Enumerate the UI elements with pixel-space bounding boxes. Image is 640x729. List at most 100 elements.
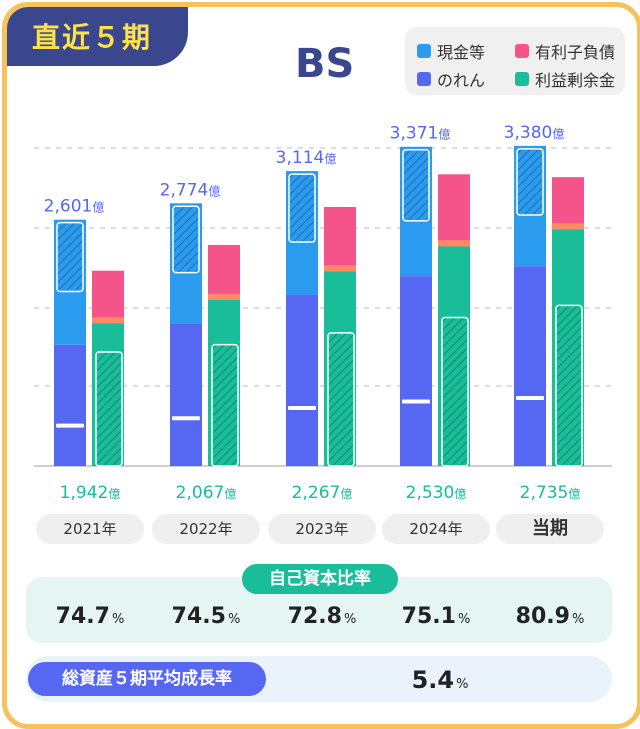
- year-label-2: 2023年: [268, 514, 376, 544]
- bar-goodwill-0: [54, 344, 86, 466]
- legend-item-debt: 有利子負債: [515, 39, 615, 63]
- bar-goodwill-marker-3: [402, 399, 430, 404]
- total-equity-value-2: 2,267: [292, 483, 341, 503]
- total-assets-unit-4: 億: [552, 127, 564, 141]
- total-assets-label-2: 3,114億: [276, 148, 337, 168]
- total-equity-value-0: 1,942: [60, 483, 109, 503]
- total-equity-label-1: 2,067億: [176, 483, 237, 503]
- total-equity-label-0: 1,942億: [60, 483, 121, 503]
- equity-ratio-unit-2: %: [343, 612, 357, 627]
- bar-cash-hatch-2: [288, 173, 316, 243]
- bar-debt-2: [324, 206, 356, 272]
- equity-ratio-value-3: 75.1%: [382, 604, 490, 629]
- bar-cash-hatch-3: [402, 148, 430, 222]
- total-equity-value-1: 2,067: [176, 483, 225, 503]
- equity-ratio-number-3: 75.1: [401, 604, 456, 629]
- equity-ratio-value-1: 74.5%: [152, 604, 260, 629]
- bar-debt-4: [552, 177, 584, 230]
- bar-goodwill-marker-2: [288, 406, 316, 411]
- total-assets-label-1: 2,774億: [160, 180, 221, 200]
- bar-goodwill-marker-1: [172, 416, 200, 421]
- bar-debt-3: [438, 174, 470, 247]
- legend-label-debt: 有利子負債: [535, 43, 616, 62]
- total-equity-unit-2: 億: [340, 487, 352, 501]
- total-equity-unit-1: 億: [224, 487, 236, 501]
- total-equity-unit-3: 億: [454, 487, 466, 501]
- growth-title: 総資産５期平均成長率: [28, 662, 266, 696]
- chart-legend: 現金等 有利子負債 のれん 利益剰余金: [405, 27, 625, 95]
- bar-debt-1: [208, 244, 240, 300]
- bar-cash-hatch-0: [56, 221, 84, 293]
- bar-other-liab-3: [438, 240, 470, 247]
- growth-value: 5.4%: [380, 666, 500, 694]
- equity-ratio-title: 自己資本比率: [242, 564, 398, 594]
- total-assets-value-1: 2,774: [160, 180, 209, 200]
- equity-ratio-value-2: 72.8%: [268, 604, 376, 629]
- bar-retained-hatch-4: [555, 304, 583, 467]
- legend-item-retained: 利益剰余金: [515, 67, 615, 91]
- equity-ratio-unit-1: %: [227, 612, 241, 627]
- legend-item-cash: 現金等: [417, 39, 485, 63]
- legend-swatch-retained: [515, 72, 529, 86]
- bar-goodwill-marker-4: [516, 396, 544, 401]
- bs-chart: 2,601億1,942億2,774億2,067億3,114億2,267億3,37…: [34, 123, 612, 503]
- legend-label-goodwill: のれん: [437, 71, 486, 90]
- equity-ratio-number-0: 74.7: [55, 604, 110, 629]
- bar-other-liab-1: [208, 293, 240, 300]
- legend-label-retained: 利益剰余金: [535, 71, 616, 90]
- bar-cash-hatch-4: [516, 148, 544, 216]
- legend-label-cash: 現金等: [437, 43, 486, 62]
- growth-value-number: 5.4: [411, 666, 455, 694]
- equity-ratio-value-4: 80.9%: [496, 604, 604, 629]
- bar-retained-hatch-0: [95, 351, 123, 467]
- period-badge-label: 直近５期: [32, 21, 153, 54]
- total-equity-unit-0: 億: [108, 487, 120, 501]
- bar-goodwill-3: [400, 276, 432, 466]
- equity-ratio-unit-0: %: [111, 612, 125, 627]
- year-label-3: 2024年: [382, 514, 490, 544]
- equity-ratio-number-1: 74.5: [171, 604, 226, 629]
- bar-goodwill-1: [170, 323, 202, 466]
- year-label-1: 2022年: [152, 514, 260, 544]
- total-assets-value-2: 3,114: [276, 148, 325, 168]
- equity-ratio-number-2: 72.8: [287, 604, 342, 629]
- legend-swatch-cash: [417, 44, 431, 58]
- total-assets-value-4: 3,380: [504, 123, 553, 143]
- total-equity-label-3: 2,530億: [406, 483, 467, 503]
- total-assets-unit-2: 億: [324, 152, 336, 166]
- legend-item-goodwill: のれん: [417, 67, 485, 91]
- total-assets-unit-0: 億: [92, 201, 104, 215]
- legend-swatch-goodwill: [417, 72, 431, 86]
- year-label-0: 2021年: [36, 514, 144, 544]
- total-equity-label-4: 2,735億: [520, 483, 581, 503]
- bar-other-liab-2: [324, 265, 356, 272]
- total-assets-value-3: 3,371: [390, 124, 439, 144]
- legend-swatch-debt: [515, 44, 529, 58]
- equity-ratio-number-4: 80.9: [515, 604, 570, 629]
- total-assets-unit-3: 億: [438, 128, 450, 142]
- bar-other-liab-4: [552, 223, 584, 230]
- bar-other-liab-0: [92, 317, 124, 324]
- total-assets-label-4: 3,380億: [504, 123, 565, 143]
- bar-retained-hatch-3: [441, 316, 469, 467]
- total-equity-unit-4: 億: [568, 487, 580, 501]
- bar-cash-hatch-1: [172, 205, 200, 274]
- total-equity-value-4: 2,735: [520, 483, 569, 503]
- equity-ratio-unit-3: %: [457, 612, 471, 627]
- bar-goodwill-4: [514, 266, 546, 466]
- bar-retained-hatch-1: [211, 343, 239, 467]
- equity-ratio-value-0: 74.7%: [36, 604, 144, 629]
- total-assets-label-3: 3,371億: [390, 124, 451, 144]
- total-equity-value-3: 2,530: [406, 483, 455, 503]
- total-assets-label-0: 2,601億: [44, 197, 105, 217]
- total-equity-label-2: 2,267億: [292, 483, 353, 503]
- period-badge: 直近５期: [7, 7, 188, 66]
- chart-title: BS: [295, 41, 355, 87]
- equity-ratio-unit-4: %: [571, 612, 585, 627]
- bar-goodwill-marker-0: [56, 423, 84, 428]
- bar-retained-hatch-2: [327, 332, 355, 467]
- total-assets-unit-1: 億: [208, 184, 220, 198]
- bar-goodwill-2: [286, 294, 318, 466]
- bar-debt-0: [92, 270, 124, 324]
- year-label-4: 当期: [496, 514, 604, 544]
